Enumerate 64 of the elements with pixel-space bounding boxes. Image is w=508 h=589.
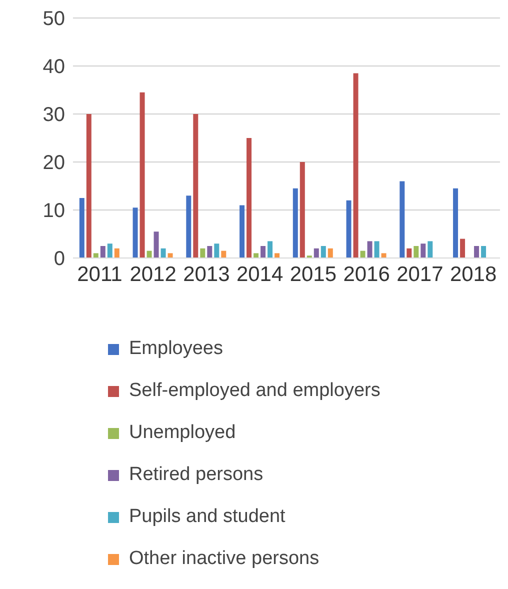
bar — [428, 241, 433, 258]
bar — [474, 246, 480, 258]
bar — [186, 196, 192, 258]
bar — [274, 253, 280, 258]
y-tick-label: 30 — [42, 104, 65, 126]
bar — [132, 208, 138, 258]
bar — [374, 241, 380, 258]
bar — [453, 188, 458, 258]
bar — [481, 246, 486, 258]
bar — [107, 244, 112, 258]
bar — [246, 138, 252, 258]
y-tick-label: 0 — [54, 248, 65, 270]
bar — [414, 246, 419, 258]
bar — [168, 253, 173, 258]
x-tick-label: 2016 — [343, 262, 390, 286]
bar — [460, 238, 466, 258]
bar — [346, 200, 352, 258]
legend-label: Employees — [129, 338, 223, 360]
x-tick-label: 2015 — [290, 262, 337, 286]
bar — [400, 181, 405, 258]
bar — [406, 248, 412, 258]
legend-label: Retired persons — [129, 464, 264, 486]
bar — [320, 246, 326, 258]
bar — [86, 114, 92, 258]
bar — [367, 241, 372, 258]
x-tick-label: 2012 — [130, 262, 176, 286]
bar — [114, 248, 120, 258]
bar — [200, 248, 206, 258]
x-tick-label: 2013 — [183, 262, 230, 286]
x-tick-label: 2017 — [396, 262, 444, 286]
bar — [193, 114, 198, 258]
bar — [353, 73, 358, 258]
bar — [100, 246, 106, 258]
bar — [240, 205, 245, 258]
x-tick-label: 2011 — [77, 262, 122, 286]
bar — [314, 248, 319, 258]
bar — [214, 244, 220, 258]
bar — [260, 246, 266, 258]
legend-label: Pupils and student — [129, 506, 286, 528]
bar — [420, 244, 426, 258]
bar — [300, 162, 305, 258]
y-tick-label: 40 — [42, 56, 65, 78]
bar — [328, 248, 333, 258]
legend-label: Self-employed and employers — [129, 380, 380, 402]
legend-label: Unemployed — [129, 422, 236, 444]
bar — [268, 241, 273, 258]
x-tick-label: 2014 — [236, 262, 284, 286]
bar — [360, 250, 366, 258]
y-tick-label: 50 — [42, 8, 65, 30]
bar — [381, 253, 386, 258]
bar — [254, 253, 259, 258]
bar — [146, 250, 152, 258]
bar — [292, 188, 298, 258]
y-tick-label: 20 — [42, 152, 65, 174]
bar — [207, 246, 212, 258]
bar — [93, 253, 98, 258]
y-tick-label: 10 — [42, 200, 65, 222]
bar — [140, 92, 145, 258]
bar — [154, 232, 159, 258]
legend-label: Other inactive persons — [129, 548, 320, 570]
bar — [160, 248, 166, 258]
x-tick-label: 2018 — [450, 262, 497, 286]
bar — [221, 250, 226, 258]
bar — [79, 198, 84, 258]
